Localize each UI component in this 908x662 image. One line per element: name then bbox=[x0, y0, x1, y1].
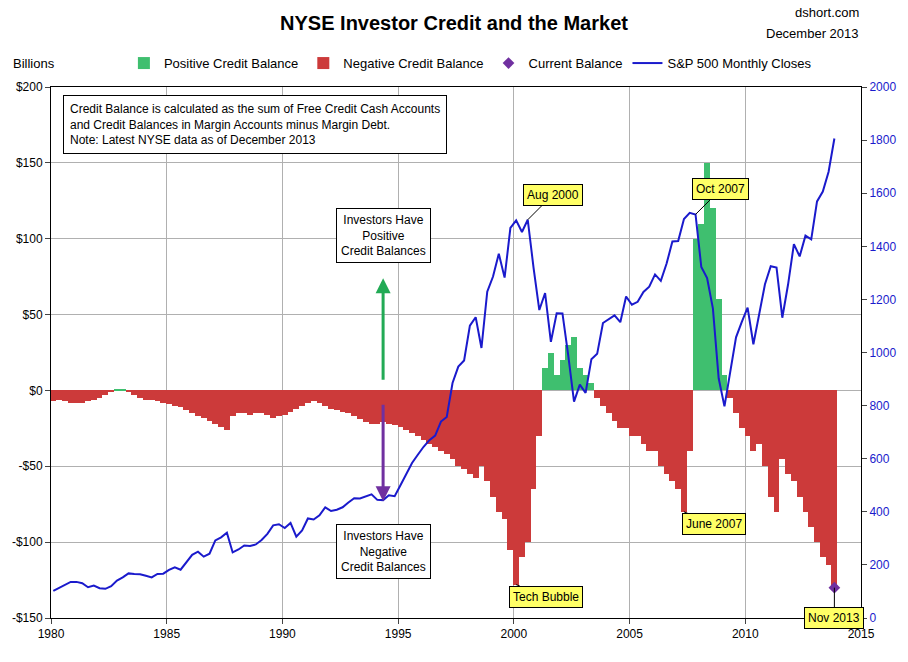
svg-text:1600: 1600 bbox=[869, 186, 896, 200]
svg-text:0: 0 bbox=[869, 611, 876, 625]
svg-text:Credit Balance is calculated a: Credit Balance is calculated as the sum … bbox=[70, 102, 440, 147]
svg-text:-$100: -$100 bbox=[12, 535, 43, 549]
svg-text:800: 800 bbox=[869, 399, 889, 413]
svg-text:$50: $50 bbox=[23, 308, 43, 322]
svg-text:2000: 2000 bbox=[869, 80, 896, 94]
svg-text:1800: 1800 bbox=[869, 133, 896, 147]
svg-text:2000: 2000 bbox=[501, 627, 528, 641]
svg-text:Billions: Billions bbox=[13, 56, 55, 71]
svg-text:Positive Credit Balance: Positive Credit Balance bbox=[164, 56, 298, 71]
svg-text:2005: 2005 bbox=[616, 627, 643, 641]
svg-text:dshort.com: dshort.com bbox=[795, 5, 859, 20]
svg-text:1200: 1200 bbox=[869, 293, 896, 307]
svg-text:S&P 500 Monthly Closes: S&P 500 Monthly Closes bbox=[667, 56, 811, 71]
svg-text:-$150: -$150 bbox=[12, 611, 43, 625]
svg-text:Tech Bubble: Tech Bubble bbox=[513, 590, 579, 604]
svg-text:Aug 2000: Aug 2000 bbox=[527, 188, 579, 202]
svg-text:Investors HavePositiveCredit B: Investors HavePositiveCredit Balances bbox=[341, 213, 426, 258]
svg-text:200: 200 bbox=[869, 558, 889, 572]
svg-text:$100: $100 bbox=[16, 232, 43, 246]
svg-text:Negative Credit Balance: Negative Credit Balance bbox=[343, 56, 483, 71]
svg-text:2015: 2015 bbox=[848, 627, 875, 641]
svg-text:400: 400 bbox=[869, 505, 889, 519]
svg-text:$200: $200 bbox=[16, 80, 43, 94]
svg-text:Oct 2007: Oct 2007 bbox=[696, 182, 745, 196]
svg-text:June 2007: June 2007 bbox=[686, 517, 742, 531]
svg-text:1400: 1400 bbox=[869, 240, 896, 254]
svg-text:-$50: -$50 bbox=[19, 459, 43, 473]
svg-text:1995: 1995 bbox=[385, 627, 412, 641]
svg-text:1985: 1985 bbox=[153, 627, 180, 641]
svg-text:Nov 2013: Nov 2013 bbox=[808, 611, 860, 625]
svg-text:NYSE Investor Credit and the M: NYSE Investor Credit and the Market bbox=[280, 12, 628, 34]
svg-text:$150: $150 bbox=[16, 156, 43, 170]
svg-text:600: 600 bbox=[869, 452, 889, 466]
svg-text:2010: 2010 bbox=[732, 627, 759, 641]
svg-text:1980: 1980 bbox=[38, 627, 65, 641]
svg-text:1990: 1990 bbox=[269, 627, 296, 641]
svg-text:Investors HaveNegativeCredit B: Investors HaveNegativeCredit Balances bbox=[341, 529, 426, 574]
svg-text:December 2013: December 2013 bbox=[766, 26, 859, 41]
svg-text:1000: 1000 bbox=[869, 346, 896, 360]
svg-text:$0: $0 bbox=[29, 384, 43, 398]
svg-text:Current Balance: Current Balance bbox=[529, 56, 623, 71]
